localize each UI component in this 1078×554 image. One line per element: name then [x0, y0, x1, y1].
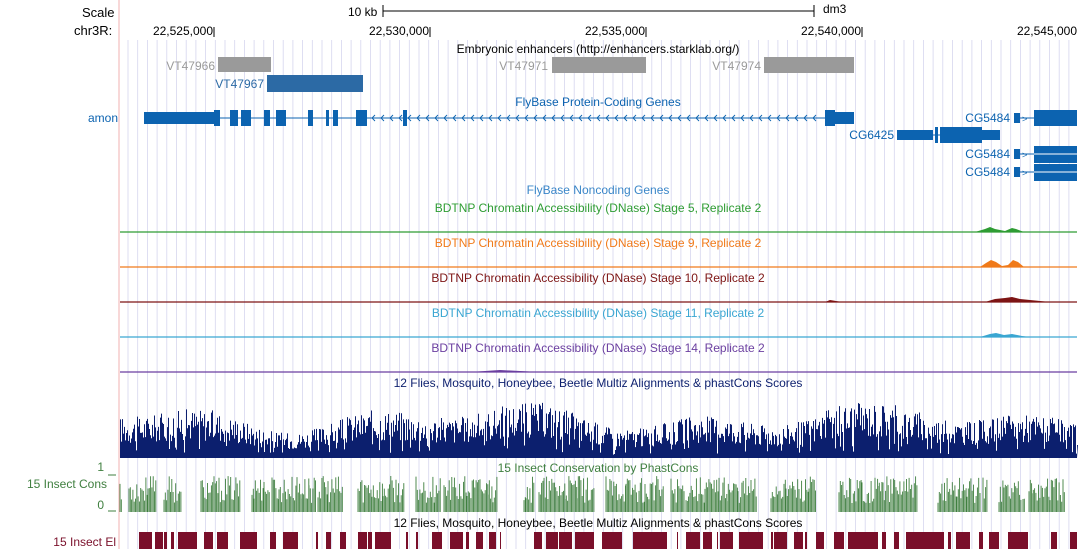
scale-label: Scale [82, 5, 115, 20]
phastcons-track-title: 15 Insect Conservation by PhastCons [498, 461, 699, 475]
svg-text:>: > [1022, 150, 1027, 160]
dnase-track-stage5[interactable]: BDTNP Chromatin Accessibility (DNase) St… [120, 201, 1077, 233]
elements-bars [139, 532, 1077, 549]
gene-cg5484-2[interactable]: > [1014, 146, 1077, 163]
phastcons-bars [119, 476, 1065, 512]
ruler-tick-label: 22,525,000 [153, 24, 213, 38]
dnase-track-stage10[interactable]: BDTNP Chromatin Accessibility (DNase) St… [120, 271, 1077, 303]
enhancer-label[interactable]: VT47971 [499, 59, 548, 73]
enhancer-label[interactable]: VT47967 [215, 77, 264, 91]
flybase-coding-title: FlyBase Protein-Coding Genes [515, 95, 680, 109]
enhancer-feature[interactable] [764, 57, 854, 73]
dnase-track-stage14[interactable]: BDTNP Chromatin Accessibility (DNase) St… [120, 341, 1077, 373]
scale-bar-label: 10 kb [348, 5, 378, 19]
phastcons-track[interactable]: 15 Insect Conservation by PhastCons 15 I… [27, 460, 1065, 512]
dnase-track-title: BDTNP Chromatin Accessibility (DNase) St… [431, 341, 765, 355]
enhancer-feature[interactable] [552, 57, 646, 73]
dnase-track-title: BDTNP Chromatin Accessibility (DNase) St… [435, 236, 762, 250]
dnase-track-title: BDTNP Chromatin Accessibility (DNase) St… [431, 271, 765, 285]
elements-side-label[interactable]: 15 Insect El [53, 535, 116, 549]
dnase-track-stage11[interactable]: BDTNP Chromatin Accessibility (DNase) St… [120, 306, 1077, 338]
elements-track[interactable]: 12 Flies, Mosquito, Honeybee, Beetle Mul… [53, 516, 1077, 549]
assembly-label: dm3 [823, 2, 847, 16]
flybase-noncoding-title: FlyBase Noncoding Genes [527, 183, 670, 197]
enhancers-track: Embryonic enhancers (http://enhancers.st… [166, 42, 854, 92]
gene-cg5484-3[interactable]: > [1014, 164, 1077, 181]
multiz-track[interactable]: 12 Flies, Mosquito, Honeybee, Beetle Mul… [120, 376, 1078, 458]
gene-label[interactable]: CG5484 [965, 111, 1010, 125]
gene-amon[interactable] [144, 110, 854, 126]
phastcons-side-label[interactable]: 15 Insect Cons [27, 477, 107, 491]
chrom-label: chr3R: [74, 23, 112, 38]
enhancer-label[interactable]: VT47974 [712, 59, 761, 73]
enhancers-track-title: Embryonic enhancers (http://enhancers.st… [457, 42, 740, 56]
ruler-tick-label: 22,535,000 [585, 24, 645, 38]
elements-track-title: 12 Flies, Mosquito, Honeybee, Beetle Mul… [394, 516, 803, 530]
flybase-coding-track: FlyBase Protein-Coding Genes amon CG5484… [88, 95, 1077, 181]
gene-label[interactable]: CG5484 [965, 165, 1010, 179]
phastcons-y-min: 0 [97, 498, 104, 512]
ruler-tick-label: 22,545,000 [1017, 24, 1077, 38]
multiz-bars [120, 402, 1078, 458]
chrom-ruler: chr3R: 22,525,000 22,530,000 22,535,000 … [74, 23, 1077, 38]
enhancer-feature[interactable] [218, 57, 271, 72]
svg-text:>: > [1022, 168, 1027, 178]
gene-label[interactable]: CG6425 [849, 128, 894, 142]
gene-cg5484-1[interactable]: > [1014, 110, 1077, 126]
amon-side-label[interactable]: amon [88, 111, 118, 125]
gene-cg6425[interactable] [897, 127, 1000, 143]
dnase-track-title: BDTNP Chromatin Accessibility (DNase) St… [435, 201, 762, 215]
multiz-track-title: 12 Flies, Mosquito, Honeybee, Beetle Mul… [394, 376, 803, 390]
enhancer-feature[interactable] [267, 75, 363, 92]
ruler-tick-label: 22,530,000 [369, 24, 429, 38]
scale-bar: Scale 10 kb dm3 [82, 2, 847, 20]
svg-text:>: > [1022, 114, 1027, 124]
dnase-track-stage9[interactable]: BDTNP Chromatin Accessibility (DNase) St… [120, 236, 1077, 268]
ruler-tick-label: 22,540,000 [801, 24, 861, 38]
phastcons-y-max: 1 [97, 460, 104, 474]
dnase-track-title: BDTNP Chromatin Accessibility (DNase) St… [432, 306, 765, 320]
gene-label[interactable]: CG5484 [965, 147, 1010, 161]
enhancer-label[interactable]: VT47966 [166, 59, 215, 73]
